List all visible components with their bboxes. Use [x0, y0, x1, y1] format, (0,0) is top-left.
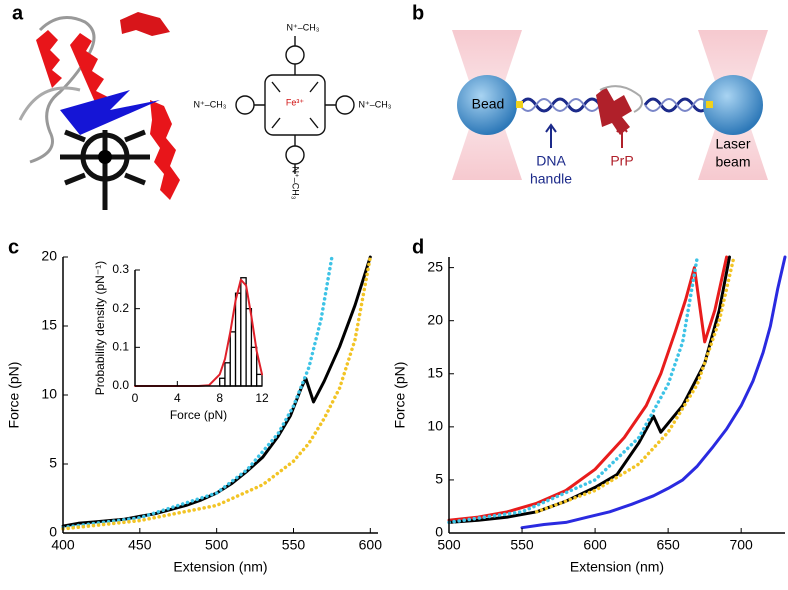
y-tick-label: 0.1	[112, 340, 129, 354]
x-tick-label: 650	[656, 537, 680, 553]
panel-label: a	[12, 2, 24, 24]
y-axis-label: Probability density (pN⁻¹)	[93, 261, 107, 395]
histogram-bar	[250, 346, 258, 387]
x-tick-label: 600	[359, 537, 383, 553]
x-tick-label: 4	[174, 391, 181, 405]
x-axis-label: Extension (nm)	[570, 559, 664, 575]
histogram-bar	[240, 277, 247, 387]
fit-curve	[61, 255, 373, 531]
y-tick-label: 5	[49, 455, 57, 471]
protein-illustration	[18, 12, 180, 210]
y-tick-label: 15	[41, 317, 57, 333]
panel-label: c	[8, 236, 19, 258]
fit-curve	[447, 255, 700, 525]
y-tick-label: 20	[41, 248, 57, 264]
fit-curve	[534, 255, 736, 514]
y-axis-label: Force (pN)	[6, 362, 22, 429]
x-tick-label: 550	[510, 537, 534, 553]
y-tick-label: 25	[427, 258, 443, 274]
chem-label: N⁺–CH₃	[291, 167, 301, 200]
histogram-bar	[234, 292, 242, 387]
chem-label: N⁺–CH₃	[359, 99, 392, 109]
laser-label: Laser	[715, 136, 750, 152]
histogram-bar	[219, 377, 226, 387]
dna-label: DNA	[536, 153, 566, 169]
chem-label: Fe³⁺	[286, 97, 305, 107]
y-tick-label: 20	[427, 311, 443, 327]
x-axis-label: Extension (nm)	[173, 559, 267, 575]
y-tick-label: 15	[427, 364, 443, 380]
x-tick-label: 12	[255, 391, 269, 405]
x-tick-label: 8	[216, 391, 223, 405]
fit-curve	[61, 255, 334, 530]
x-tick-label: 500	[205, 537, 229, 553]
y-tick-label: 0.0	[112, 378, 129, 392]
prp-label: PrP	[610, 153, 633, 169]
porphyrin-structure	[235, 36, 355, 174]
histogram-bar	[224, 362, 231, 387]
data-trace	[447, 255, 731, 524]
y-tick-label: 0.2	[112, 301, 129, 315]
x-tick-label: 450	[128, 537, 152, 553]
panel-label: d	[412, 236, 424, 258]
histogram-bar	[256, 373, 263, 387]
data-trace	[447, 255, 729, 522]
x-tick-label: 700	[729, 537, 753, 553]
x-tick-label: 550	[282, 537, 306, 553]
laser-label: beam	[715, 154, 750, 170]
y-tick-label: 0	[49, 524, 57, 540]
y-tick-label: 0	[435, 524, 443, 540]
histogram-bar	[245, 308, 253, 387]
bead-label: Bead	[472, 96, 505, 112]
optical-trap-illustration	[452, 30, 768, 180]
chem-label: N⁺–CH₃	[194, 99, 227, 109]
panel-label: b	[412, 2, 424, 24]
data-trace	[520, 255, 787, 530]
x-tick-label: 500	[437, 537, 461, 553]
dna-label: handle	[530, 171, 572, 187]
histogram-bar	[229, 331, 237, 387]
x-tick-label: 0	[132, 391, 139, 405]
y-tick-label: 10	[427, 418, 443, 434]
x-tick-label: 600	[583, 537, 607, 553]
chem-label: N⁺–CH₃	[287, 22, 320, 32]
y-axis-label: Force (pN)	[392, 362, 408, 429]
x-axis-label: Force (pN)	[170, 408, 227, 422]
x-tick-label: 400	[51, 537, 75, 553]
y-tick-label: 10	[41, 386, 57, 402]
y-tick-label: 5	[435, 471, 443, 487]
y-tick-label: 0.3	[112, 262, 129, 276]
